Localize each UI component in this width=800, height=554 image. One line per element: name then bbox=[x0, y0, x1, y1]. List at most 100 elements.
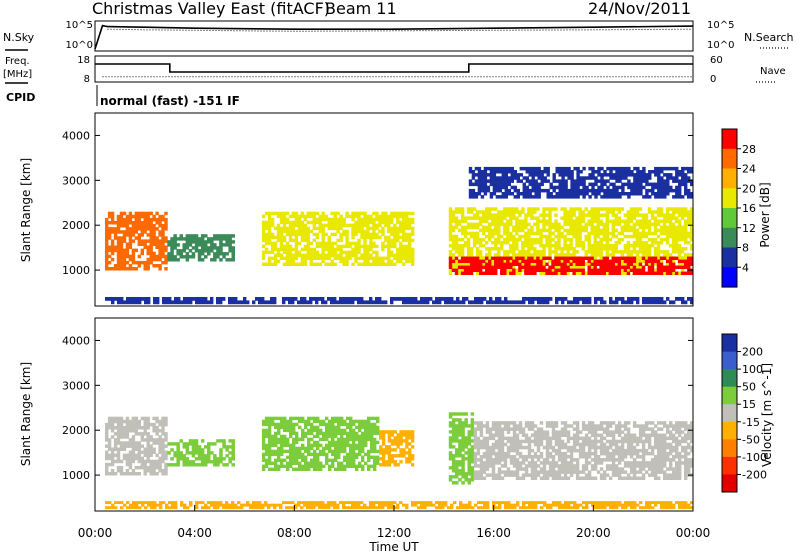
echo-cell bbox=[609, 176, 613, 180]
echo-cell bbox=[557, 244, 561, 248]
echo-cell bbox=[318, 256, 322, 260]
echo-cell bbox=[345, 262, 349, 266]
echo-cell bbox=[503, 265, 507, 269]
echo-cell bbox=[324, 223, 328, 228]
echo-cell bbox=[451, 265, 456, 269]
echo-cell bbox=[448, 475, 453, 479]
echo-cell bbox=[333, 256, 337, 260]
echo-cell bbox=[509, 427, 514, 431]
echo-cell bbox=[158, 251, 162, 256]
freq-label: Freq. bbox=[5, 56, 30, 67]
echo-cell bbox=[402, 226, 406, 231]
echo-cell bbox=[621, 176, 625, 180]
echo-cell bbox=[454, 244, 459, 248]
echo-cell bbox=[146, 450, 150, 454]
echo-cell bbox=[408, 241, 412, 246]
echo-cell bbox=[146, 260, 150, 265]
echo-cell bbox=[113, 419, 118, 424]
echo-cell bbox=[479, 476, 484, 480]
echo-cell bbox=[348, 244, 352, 249]
echo-cell bbox=[573, 185, 577, 190]
echo-cell bbox=[548, 210, 552, 214]
echo-cell bbox=[603, 170, 607, 174]
echo-cell bbox=[310, 431, 314, 436]
echo-cell bbox=[170, 246, 174, 250]
echo-cell bbox=[333, 232, 337, 237]
echo-cell bbox=[325, 416, 329, 421]
echo-cell bbox=[638, 244, 643, 248]
echo-cell bbox=[306, 247, 310, 252]
echo-cell bbox=[621, 188, 625, 193]
echo-cell bbox=[194, 463, 199, 467]
echo-cell bbox=[591, 182, 595, 187]
echo-cell bbox=[140, 462, 144, 467]
date-label: 24/Nov/2011 bbox=[588, 0, 691, 18]
echo-cell bbox=[137, 426, 141, 430]
echo-cell bbox=[621, 192, 625, 196]
echo-cell bbox=[554, 250, 558, 254]
echo-cell bbox=[457, 262, 462, 266]
echo-cell bbox=[357, 220, 361, 225]
echo-cell bbox=[608, 271, 612, 275]
echo-cell bbox=[219, 234, 223, 238]
echo-cell bbox=[684, 240, 688, 245]
echo-cell bbox=[560, 225, 564, 230]
echo-cell bbox=[473, 476, 478, 480]
echo-cell bbox=[143, 432, 147, 436]
echo-cell bbox=[594, 179, 598, 183]
echo-cell bbox=[472, 207, 477, 211]
echo-cell bbox=[382, 457, 386, 461]
echo-cell bbox=[566, 250, 570, 254]
echo-cell bbox=[273, 244, 278, 249]
echo-cell bbox=[648, 173, 652, 177]
echo-cell bbox=[336, 256, 340, 260]
echo-cell bbox=[486, 185, 491, 190]
echo-cell bbox=[611, 234, 615, 239]
echo-cell bbox=[554, 268, 558, 272]
echo-cell bbox=[537, 182, 541, 187]
echo-cell bbox=[615, 170, 619, 174]
echo-cell bbox=[137, 459, 141, 464]
echo-cell bbox=[479, 262, 483, 266]
echo-cell bbox=[506, 250, 510, 254]
echo-cell bbox=[627, 166, 631, 171]
echo-cell bbox=[325, 461, 329, 465]
echo-cell bbox=[575, 268, 579, 272]
echo-cell bbox=[620, 231, 624, 236]
echo-cell bbox=[570, 188, 574, 193]
echo-cell bbox=[300, 262, 305, 266]
echo-cell bbox=[197, 463, 202, 467]
echo-cell bbox=[618, 170, 622, 174]
echo-cell bbox=[216, 246, 220, 250]
echo-cell bbox=[173, 237, 177, 241]
echo-cell bbox=[330, 262, 334, 266]
echo-cell bbox=[485, 216, 489, 220]
echo-cell bbox=[340, 464, 344, 468]
echo-cell bbox=[606, 192, 610, 196]
echo-cell bbox=[597, 192, 601, 196]
echo-cell bbox=[114, 297, 118, 301]
echo-cell bbox=[438, 300, 442, 305]
echo-cell bbox=[552, 176, 556, 180]
echo-cell bbox=[501, 185, 505, 190]
echo-cell bbox=[473, 442, 478, 447]
echo-cell bbox=[131, 239, 136, 243]
echo-cell bbox=[543, 170, 547, 174]
echo-cell bbox=[588, 300, 592, 305]
echo-cell bbox=[321, 253, 325, 257]
echo-cell bbox=[467, 430, 471, 434]
echo-cell bbox=[488, 433, 493, 437]
echo-cell bbox=[119, 254, 124, 259]
echo-cell bbox=[300, 220, 305, 225]
echo-cell bbox=[554, 207, 558, 211]
echo-cell bbox=[614, 265, 618, 269]
echo-cell bbox=[454, 265, 459, 269]
echo-cell bbox=[582, 188, 586, 193]
echo-cell bbox=[337, 452, 341, 457]
echo-cell bbox=[291, 226, 296, 231]
echo-cell bbox=[319, 452, 323, 457]
echo-cell bbox=[149, 217, 153, 222]
echo-cell bbox=[137, 472, 141, 476]
echo-cell bbox=[231, 442, 235, 446]
